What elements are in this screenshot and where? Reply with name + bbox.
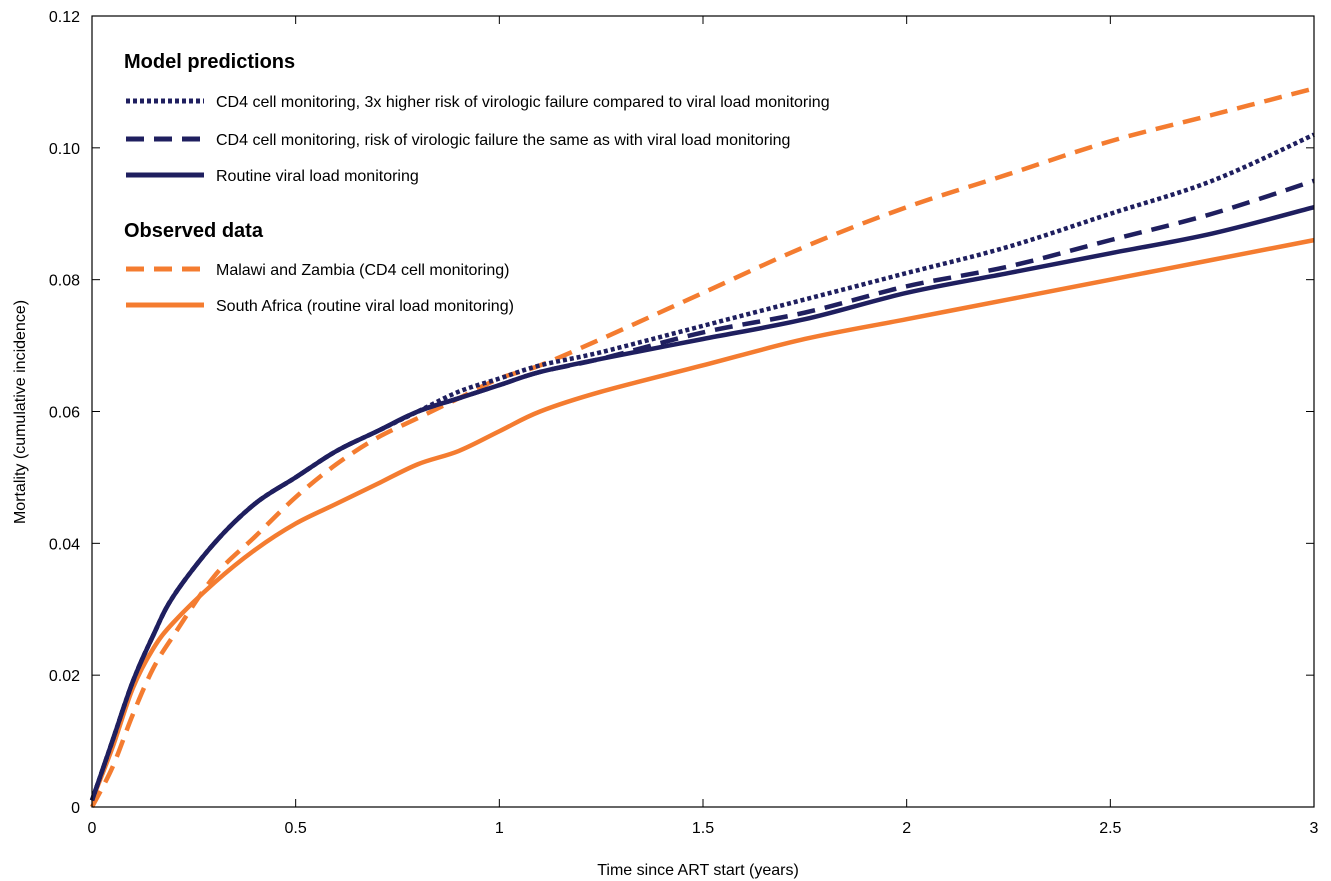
x-tick-label: 1 bbox=[495, 820, 504, 837]
legend-label-malawi_zambia: Malawi and Zambia (CD4 cell monitoring) bbox=[216, 262, 509, 279]
x-tick-label: 0.5 bbox=[285, 820, 307, 837]
y-axis-label: Mortality (cumulative incidence) bbox=[12, 300, 29, 524]
series-line-malawi_zambia bbox=[89, 86, 1315, 809]
series-line-vl_routine bbox=[89, 204, 1315, 802]
legend-heading: Observed data bbox=[124, 220, 264, 242]
y-tick-label: 0.02 bbox=[49, 668, 80, 685]
y-tick-label: 0.10 bbox=[49, 141, 80, 158]
x-tick-label: 0 bbox=[88, 820, 97, 837]
legend-label-cd4_3x: CD4 cell monitoring, 3x higher risk of v… bbox=[216, 94, 830, 111]
y-tick-label: 0.08 bbox=[49, 273, 80, 290]
y-tick-label: 0.04 bbox=[49, 536, 80, 553]
legend-label-cd4_same: CD4 cell monitoring, risk of virologic f… bbox=[216, 132, 790, 149]
legend-heading: Model predictions bbox=[124, 51, 295, 73]
y-tick-label: 0 bbox=[71, 800, 80, 817]
x-tick-label: 2 bbox=[902, 820, 911, 837]
y-tick-label: 0.12 bbox=[49, 9, 80, 26]
x-axis-label: Time since ART start (years) bbox=[597, 862, 799, 879]
x-tick-label: 2.5 bbox=[1099, 820, 1121, 837]
x-axis: 0 0.5 1 1.5 2 2.5 3 bbox=[88, 16, 1319, 837]
legend-label-south_africa: South Africa (routine viral load monitor… bbox=[216, 298, 514, 315]
series-line-south_africa bbox=[89, 237, 1315, 802]
legend-label-vl_routine: Routine viral load monitoring bbox=[216, 168, 419, 185]
x-tick-label: 3 bbox=[1310, 820, 1319, 837]
y-tick-label: 0.06 bbox=[49, 405, 80, 422]
y-axis: 0 0.02 0.04 0.06 0.08 0.10 0.12 bbox=[49, 9, 1314, 817]
legend: Model predictions CD4 cell monitoring, 3x… bbox=[124, 51, 830, 315]
x-tick-label: 1.5 bbox=[692, 820, 714, 837]
plot-frame bbox=[91, 15, 1315, 808]
series-lines bbox=[89, 86, 1315, 809]
